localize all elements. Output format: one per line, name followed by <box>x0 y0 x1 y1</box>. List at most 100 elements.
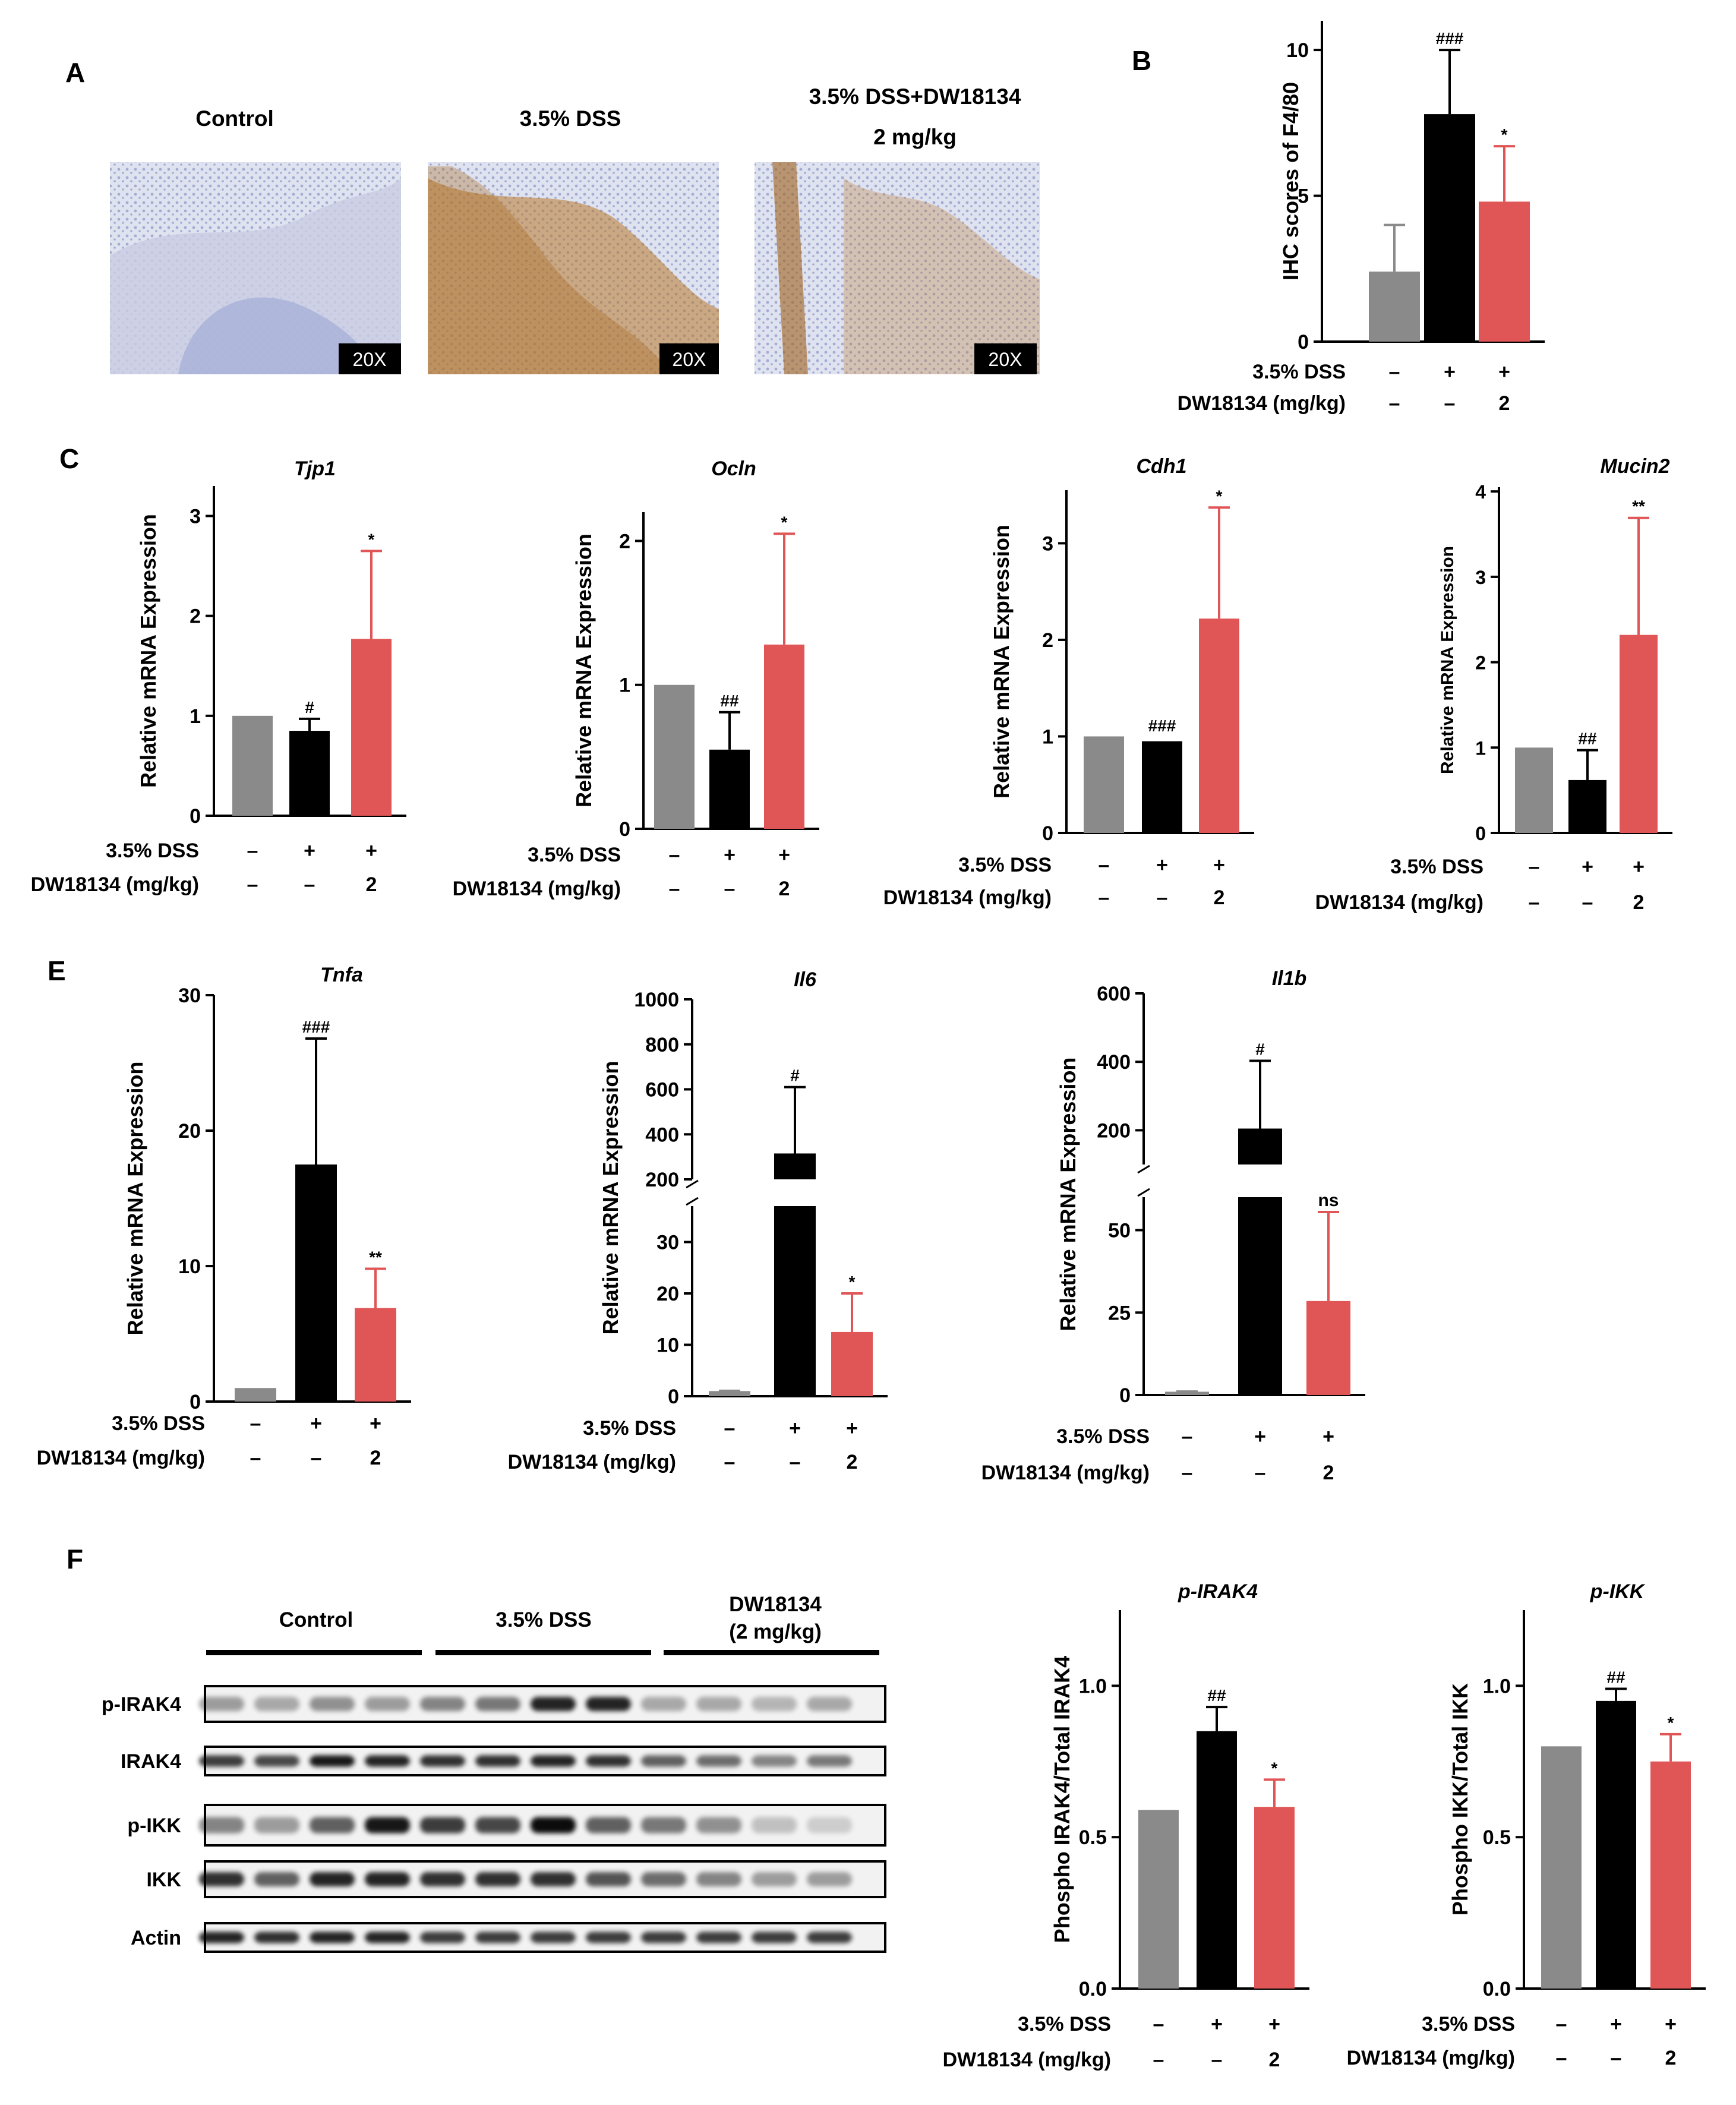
treatment-mark: + <box>370 1412 381 1435</box>
blot-band <box>254 1755 299 1767</box>
treatment-mark: + <box>1254 1425 1266 1448</box>
y-axis-label: Phospho IRAK4/Total IRAK4 <box>1050 1656 1074 1943</box>
significance-label: * <box>368 530 375 548</box>
treatment-mark: 2 <box>779 878 790 900</box>
magnification-badge-control: 20X <box>353 349 387 370</box>
treatment-mark: 2 <box>1633 891 1645 914</box>
treatment-mark: + <box>1322 1425 1334 1448</box>
blot-band <box>475 1932 520 1943</box>
y-tick-label: 1 <box>619 674 630 697</box>
treatment-mark: – <box>304 873 315 896</box>
y-tick-label: 2 <box>190 605 201 628</box>
treatment-mark: + <box>1268 2013 1280 2035</box>
blot-band <box>586 1697 631 1711</box>
treatment-mark: – <box>1529 891 1540 914</box>
blot-band <box>586 1755 631 1767</box>
y-tick-label: 0.5 <box>1483 1826 1511 1849</box>
treatment-mark: – <box>1582 891 1593 914</box>
blot-group-label-control: Control <box>279 1608 353 1631</box>
significance-label: ## <box>720 692 739 710</box>
bar-dss <box>1142 741 1182 833</box>
treatment-row-label: DW18134 (mg/kg) <box>1178 392 1346 415</box>
blot-band <box>586 1932 631 1943</box>
bar-treatment <box>355 1308 396 1402</box>
y-axis-label: Relative mRNA Expression <box>123 1062 147 1336</box>
blot-band <box>807 1755 852 1767</box>
chart-f2: 0.0 0.5 1.0 Phospho IKK/Total IKK p-IKK ## * 3.… <box>1347 1580 1706 2069</box>
significance-label: ### <box>1436 29 1464 48</box>
treatment-mark: + <box>1498 361 1510 383</box>
treatment-mark: – <box>1182 1425 1193 1448</box>
treatment-mark: + <box>1156 854 1168 876</box>
treatment-mark: – <box>250 1412 261 1435</box>
treatment-mark: – <box>1099 854 1110 876</box>
y-tick-label: 30 <box>656 1232 679 1254</box>
treatment-mark: – <box>724 878 736 900</box>
significance-label: # <box>1255 1040 1265 1058</box>
blot-band <box>531 1932 576 1943</box>
blot-row-p-ikk: p-IKK <box>127 1804 886 1847</box>
treatment-mark: + <box>365 840 377 862</box>
blot-row-actin: Actin <box>131 1922 886 1953</box>
blot-band <box>199 1697 244 1711</box>
axis-break-mark <box>686 1197 699 1206</box>
y-tick-label: 1.0 <box>1079 1675 1107 1697</box>
y-tick-label: 0 <box>190 805 201 828</box>
significance-label: # <box>790 1066 800 1085</box>
y-tick-label: 0 <box>1298 331 1309 354</box>
treatment-row-label: DW18134 (mg/kg) <box>453 878 621 900</box>
treatment-mark: + <box>1444 361 1456 383</box>
bar-control <box>654 684 695 829</box>
treatment-mark: – <box>250 1447 261 1469</box>
bar-treatment <box>1620 635 1658 833</box>
treatment-mark: + <box>1211 2013 1223 2035</box>
blot-band <box>420 1817 465 1833</box>
chart-e2: 0 10 20 30 200 400 600 800 1000 Relative mRNA Exp… <box>508 968 888 1473</box>
y-tick-label: 10 <box>178 1255 201 1278</box>
blot-band <box>420 1932 465 1943</box>
blot-band <box>199 1817 244 1833</box>
y-tick-label: 2 <box>619 530 630 553</box>
blot-band <box>531 1755 576 1767</box>
bar-control <box>232 715 273 816</box>
blot-band <box>310 1755 355 1767</box>
y-tick-label: 0.0 <box>1483 1978 1511 2000</box>
bar-dss <box>1568 779 1606 833</box>
bar-control <box>709 1391 750 1396</box>
chart-title: p-IKK <box>1590 1580 1646 1603</box>
blot-band <box>641 1817 686 1833</box>
significance-label: * <box>849 1273 856 1291</box>
y-tick-label: 600 <box>645 1079 679 1102</box>
chart-title: Il1b <box>1272 967 1307 990</box>
treatment-mark: – <box>1611 2047 1622 2069</box>
magnification-badge-treatment: 20X <box>989 349 1022 370</box>
y-tick-label: 0 <box>190 1391 201 1413</box>
bar-dss <box>289 731 330 816</box>
blot-band <box>696 1817 741 1833</box>
treatment-row-label: DW18134 (mg/kg) <box>37 1447 205 1469</box>
blot-band <box>475 1872 520 1886</box>
treatment-mark: + <box>1213 854 1225 876</box>
treatment-row-label: 3.5% DSS <box>583 1417 676 1440</box>
blot-band <box>531 1872 576 1886</box>
blot-band <box>752 1932 797 1943</box>
significance-label: ### <box>1148 717 1176 735</box>
treatment-mark: + <box>789 1417 801 1440</box>
y-tick-label: 5 <box>1298 185 1309 208</box>
blot-band <box>696 1932 741 1943</box>
blot-band <box>365 1755 410 1767</box>
y-axis-label: Phospho IKK/Total IKK <box>1448 1683 1472 1915</box>
y-tick-label: 800 <box>645 1034 679 1056</box>
bar-dss <box>1596 1700 1636 1989</box>
blot-row-label: p-IRAK4 <box>102 1693 181 1716</box>
axis-break-mark <box>1137 1164 1150 1174</box>
treatment-mark: + <box>846 1417 858 1440</box>
significance-label: * <box>1501 125 1508 144</box>
treatment-row-label: DW18134 (mg/kg) <box>943 2049 1111 2071</box>
y-tick-label: 0 <box>1475 823 1486 844</box>
blot-band <box>199 1872 244 1886</box>
significance-label: * <box>781 513 788 531</box>
treatment-mark: + <box>310 1412 322 1435</box>
treatment-row-label: 3.5% DSS <box>1390 856 1484 878</box>
